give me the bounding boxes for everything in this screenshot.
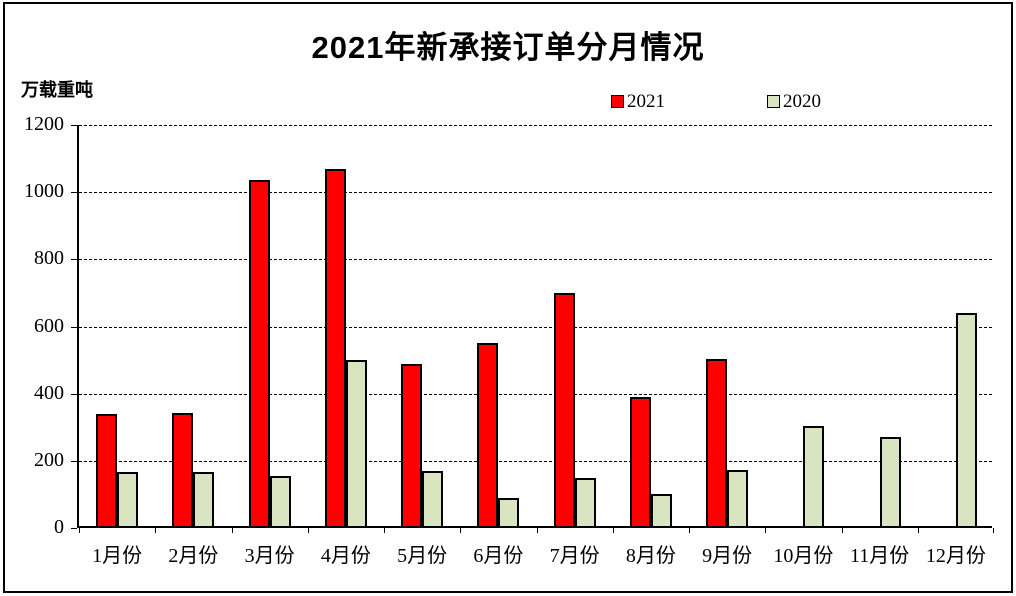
category-label-12月份: 12月份 <box>925 545 986 567</box>
bar-2021-3月份 <box>248 180 270 528</box>
category-label-3月份: 3月份 <box>244 545 295 567</box>
bar-2020-6月份 <box>498 498 520 528</box>
y-axis-tick-0 <box>71 528 77 529</box>
bar-2020-7月份 <box>574 478 596 528</box>
gridline-400 <box>79 393 992 395</box>
bar-2020-11月份 <box>879 437 901 528</box>
bar-2020-1月份 <box>117 472 139 528</box>
plot-area: 0 200 400 600 800 1000 1200 1月份 2月份 3月份 4月份 5月份 6月份 7… <box>24 113 994 567</box>
bar-2021-4月份 <box>324 169 346 528</box>
legend-label-2020: 2020 <box>783 91 821 112</box>
legend-entry-2020: 2020 <box>767 91 821 112</box>
x-axis-tick-8 <box>689 528 690 533</box>
x-axis-tick-2 <box>231 528 233 533</box>
chart-title: 2021年新承接订单分月情况 <box>311 30 705 65</box>
y-axis-tick-800 <box>71 259 77 261</box>
y-axis-label-1200: 1200 <box>24 113 64 135</box>
gridline-200 <box>79 460 992 462</box>
x-axis-tick-4 <box>384 528 385 533</box>
bar-2020-4月份 <box>345 360 367 528</box>
y-axis-tick-600 <box>71 326 77 328</box>
y-axis-label-0: 0 <box>54 516 64 538</box>
bar-2021-7月份 <box>553 293 575 528</box>
y-axis-label-1000: 1000 <box>24 180 64 203</box>
bar-2021-5月份 <box>401 364 423 528</box>
category-label-11月份: 11月份 <box>849 545 910 567</box>
y-axis-tick-1200 <box>71 125 77 126</box>
x-axis-tick-3 <box>307 528 309 533</box>
y-axis-label-400: 400 <box>34 381 64 404</box>
bar-2021-6月份 <box>477 343 499 528</box>
bar-2020-3月份 <box>269 476 291 528</box>
y-axis-tick-200 <box>71 460 77 462</box>
legend-swatch-2020 <box>767 95 780 108</box>
x-axis-tick-0 <box>79 528 80 533</box>
gridline-1000 <box>79 192 992 194</box>
x-axis-tick-11 <box>917 528 919 533</box>
category-label-2月份: 2月份 <box>168 545 219 567</box>
category-label-4月份: 4月份 <box>320 545 371 567</box>
gridline-800 <box>79 259 992 261</box>
bar-2020-10月份 <box>803 426 825 528</box>
gridline-1200 <box>79 125 992 126</box>
category-label-10月份: 10月份 <box>773 545 834 567</box>
y-axis-label-200: 200 <box>34 448 64 471</box>
x-axis-tick-9 <box>765 528 767 533</box>
x-axis-tick-6 <box>536 528 538 533</box>
category-label-5月份: 5月份 <box>397 545 448 567</box>
legend-label-2021: 2021 <box>627 91 665 112</box>
legend-entry-2021: 2021 <box>611 91 665 112</box>
bar-2020-8月份 <box>650 494 672 528</box>
gridline-600 <box>79 326 992 328</box>
category-label-9月份: 9月份 <box>702 545 753 567</box>
bar-2021-8月份 <box>629 397 651 528</box>
y-axis-tick-400 <box>71 393 77 395</box>
legend-swatch-2021 <box>611 95 624 108</box>
y-axis-unit-label: 万载重吨 <box>21 80 93 100</box>
y-axis-tick-1000 <box>71 192 77 194</box>
x-axis-tick-12 <box>993 528 994 533</box>
bar-2020-5月份 <box>422 471 444 528</box>
bar-2020-2月份 <box>193 472 215 528</box>
x-axis-tick-1 <box>155 528 157 533</box>
category-label-8月份: 8月份 <box>625 545 676 567</box>
bar-2021-9月份 <box>706 359 728 528</box>
category-label-6月份: 6月份 <box>473 545 524 567</box>
bar-2021-1月份 <box>96 414 118 528</box>
y-axis-label-800: 800 <box>34 247 64 270</box>
category-label-1月份: 1月份 <box>92 545 143 567</box>
x-axis-tick-7 <box>612 528 614 533</box>
bar-2020-12月份 <box>955 313 977 528</box>
bar-2021-2月份 <box>172 413 194 528</box>
category-label-7月份: 7月份 <box>549 545 600 567</box>
bar-2020-9月份 <box>727 470 749 528</box>
x-axis-tick-10 <box>841 528 843 533</box>
y-axis-label-600: 600 <box>34 314 64 337</box>
x-axis-tick-5 <box>460 528 462 533</box>
